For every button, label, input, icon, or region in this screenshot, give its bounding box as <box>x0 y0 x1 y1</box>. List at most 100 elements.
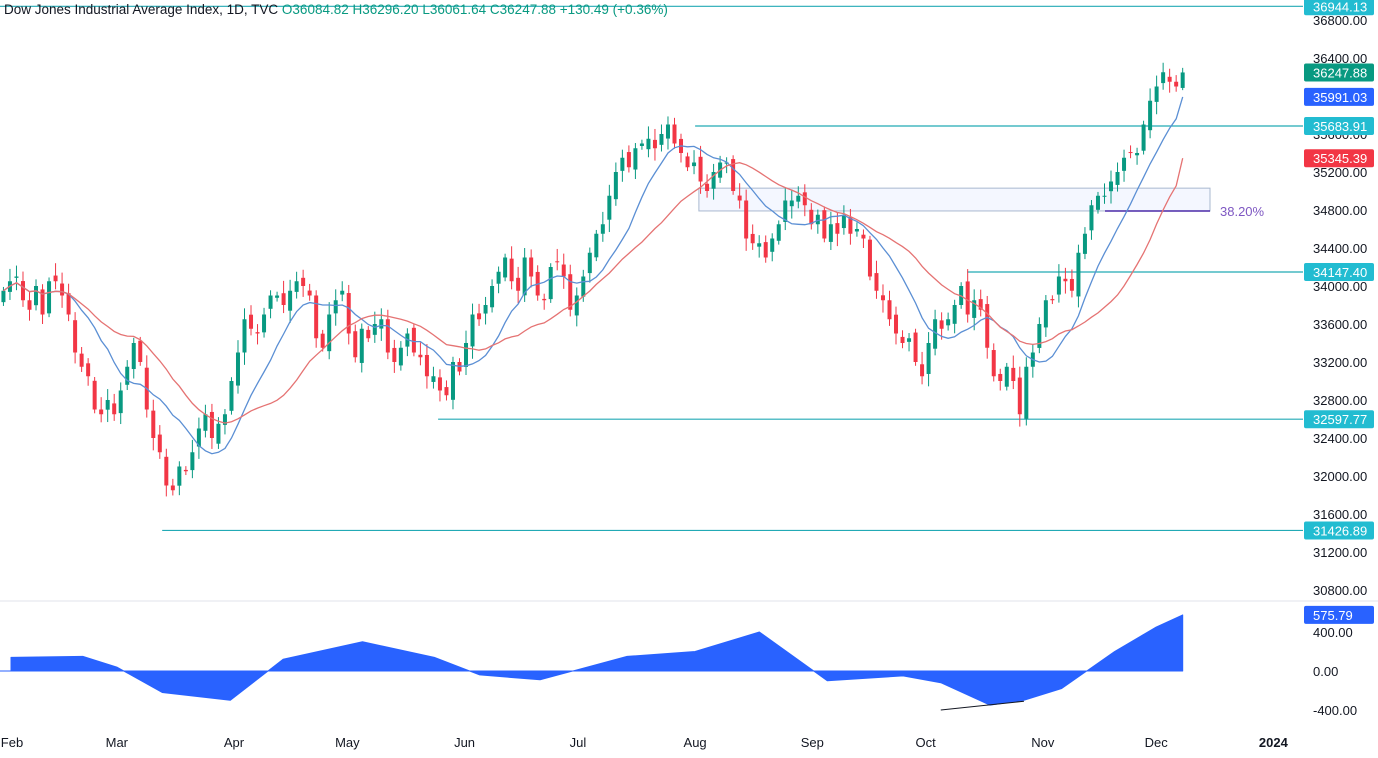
candle-body[interactable] <box>424 354 429 377</box>
candle-body[interactable] <box>53 275 58 282</box>
candle-body[interactable] <box>835 223 840 234</box>
candle-body[interactable] <box>789 200 794 207</box>
candle-body[interactable] <box>1043 300 1048 328</box>
candle-body[interactable] <box>1180 72 1185 88</box>
candle-body[interactable] <box>125 366 130 385</box>
candle-body[interactable] <box>112 403 117 415</box>
candle-body[interactable] <box>939 320 944 329</box>
candle-body[interactable] <box>867 239 872 277</box>
candle-body[interactable] <box>920 364 925 377</box>
candle-body[interactable] <box>978 299 983 310</box>
candle-body[interactable] <box>1063 278 1068 282</box>
candle-body[interactable] <box>320 333 325 348</box>
candle-body[interactable] <box>1004 366 1009 387</box>
candle-body[interactable] <box>587 252 592 274</box>
candle-body[interactable] <box>118 390 123 414</box>
candle-body[interactable] <box>652 139 657 149</box>
candle-body[interactable] <box>828 224 833 242</box>
candle-body[interactable] <box>301 277 306 286</box>
candle-body[interactable] <box>581 276 586 297</box>
candle-body[interactable] <box>1024 366 1029 419</box>
candle-body[interactable] <box>711 172 716 189</box>
candle-body[interactable] <box>444 387 449 396</box>
candle-body[interactable] <box>327 314 332 352</box>
candle-body[interactable] <box>809 209 814 225</box>
candle-body[interactable] <box>1135 153 1140 156</box>
candle-body[interactable] <box>568 274 573 310</box>
candle-body[interactable] <box>314 295 319 339</box>
candle-body[interactable] <box>34 286 39 306</box>
candle-body[interactable] <box>229 381 234 411</box>
candle-body[interactable] <box>763 242 768 258</box>
candle-body[interactable] <box>887 300 892 320</box>
candle-body[interactable] <box>222 414 227 425</box>
candle-body[interactable] <box>379 319 384 329</box>
candle-body[interactable] <box>73 320 78 353</box>
candle-body[interactable] <box>235 352 240 386</box>
candle-body[interactable] <box>516 277 521 291</box>
candle-body[interactable] <box>66 293 71 315</box>
candle-body[interactable] <box>894 314 899 334</box>
candle-body[interactable] <box>698 156 703 182</box>
ma-fast-line[interactable] <box>3 96 1184 455</box>
candle-body[interactable] <box>353 331 358 358</box>
candle-body[interactable] <box>1154 86 1159 102</box>
candle-body[interactable] <box>490 286 495 308</box>
candle-body[interactable] <box>555 261 560 263</box>
candle-body[interactable] <box>359 328 364 363</box>
candle-body[interactable] <box>20 281 25 301</box>
candle-body[interactable] <box>802 192 807 206</box>
candle-body[interactable] <box>542 298 547 301</box>
candle-body[interactable] <box>275 295 280 298</box>
candle-body[interactable] <box>138 340 143 362</box>
candle-body[interactable] <box>626 152 631 168</box>
candle-body[interactable] <box>880 295 885 301</box>
candle-body[interactable] <box>874 273 879 291</box>
candle-body[interactable] <box>294 281 299 292</box>
candle-body[interactable] <box>437 377 442 391</box>
candle-body[interactable] <box>822 210 827 239</box>
candle-body[interactable] <box>600 224 605 234</box>
candle-body[interactable] <box>861 234 866 239</box>
candle-body[interactable] <box>1 290 6 303</box>
candle-body[interactable] <box>157 434 162 453</box>
candle-body[interactable] <box>392 347 397 362</box>
candle-body[interactable] <box>372 324 377 335</box>
candle-body[interactable] <box>86 363 91 377</box>
fib-zone-rect[interactable] <box>698 187 1211 212</box>
candle-body[interactable] <box>692 162 697 167</box>
candle-body[interactable] <box>848 217 853 234</box>
candle-body[interactable] <box>209 411 214 438</box>
candle-body[interactable] <box>913 332 918 362</box>
candle-body[interactable] <box>1128 152 1133 154</box>
candle-body[interactable] <box>757 243 762 247</box>
candle-body[interactable] <box>724 162 729 164</box>
candle-body[interactable] <box>470 314 475 347</box>
candle-body[interactable] <box>1017 377 1022 415</box>
candle-body[interactable] <box>796 195 801 202</box>
candle-body[interactable] <box>496 271 501 284</box>
candle-body[interactable] <box>991 350 996 377</box>
candle-body[interactable] <box>783 200 788 222</box>
candle-body[interactable] <box>561 264 566 277</box>
candle-body[interactable] <box>418 354 423 358</box>
candle-body[interactable] <box>1109 181 1114 192</box>
candle-body[interactable] <box>1148 100 1153 131</box>
candle-body[interactable] <box>450 362 455 400</box>
candle-body[interactable] <box>731 159 736 191</box>
candle-body[interactable] <box>288 290 293 311</box>
candle-body[interactable] <box>1056 276 1061 295</box>
candle-body[interactable] <box>105 400 110 410</box>
ma-slow-line[interactable] <box>3 158 1184 424</box>
candle-body[interactable] <box>672 124 677 144</box>
candle-body[interactable] <box>607 195 612 220</box>
candle-body[interactable] <box>151 410 156 438</box>
divergence-trendline[interactable] <box>940 700 1024 711</box>
candle-body[interactable] <box>744 200 749 239</box>
candle-body[interactable] <box>483 305 488 314</box>
candle-body[interactable] <box>47 281 52 314</box>
candle-body[interactable] <box>522 257 527 296</box>
candle-body[interactable] <box>1115 172 1120 185</box>
